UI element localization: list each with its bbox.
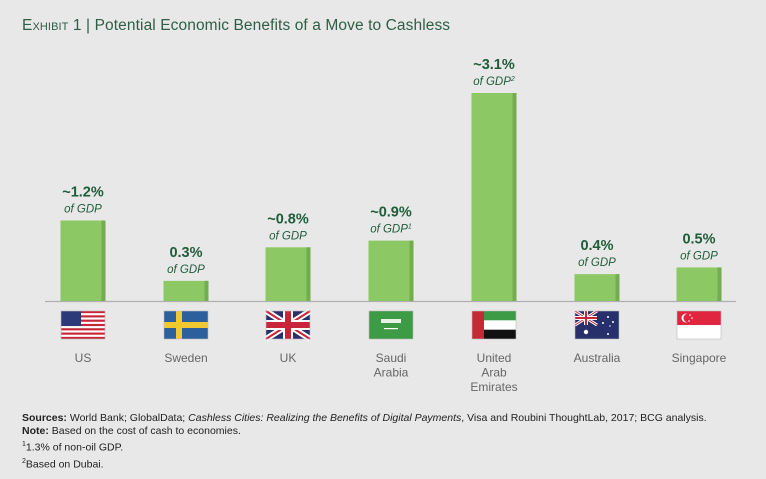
- category-label: Australia: [574, 351, 621, 365]
- bar-edge: [717, 267, 722, 301]
- uk-flag-icon: [264, 308, 312, 342]
- value-label: 0.4%: [580, 238, 613, 254]
- value-label: ~3.1%: [473, 57, 515, 73]
- category-label: US: [75, 351, 92, 365]
- singapore-flag-icon: [676, 310, 722, 340]
- bar-edge: [204, 280, 209, 301]
- value-label: 0.3%: [169, 245, 202, 261]
- chart-notes: Sources: World Bank; GlobalData; Cashles…: [22, 412, 707, 471]
- us-flag-icon: [60, 310, 106, 340]
- title-text: Potential Economic Benefits of a Move to…: [94, 17, 451, 34]
- sub-label: of GDP: [578, 257, 616, 269]
- bar-edge: [409, 240, 414, 301]
- sub-label: of GDP: [64, 203, 102, 215]
- bar-group: 0.3% of GDP Sweden: [163, 245, 209, 365]
- footnote-1-mark: 1: [22, 441, 26, 448]
- sub-label: of GDP2: [473, 76, 515, 88]
- value-label: ~1.2%: [62, 184, 104, 200]
- bar: [163, 280, 209, 301]
- sources-text-end: , Visa and Roubini ThoughtLab, 2017; BCG…: [461, 412, 707, 424]
- uae-flag-icon: [471, 310, 517, 340]
- australia-flag-icon: [574, 309, 620, 340]
- bar: [676, 267, 722, 301]
- footnote-1: 1.3% of non-oil GDP.: [25, 441, 124, 454]
- bar: [60, 220, 106, 301]
- sub-label: of GDP: [167, 264, 205, 276]
- sweden-flag-icon: [163, 310, 209, 340]
- chart-title: Exhibit 1 | Potential Economic Benefits …: [22, 17, 450, 35]
- bar-group: 0.5% of GDP Singapore: [672, 231, 727, 365]
- category-label: Arab: [481, 366, 507, 380]
- bar-group: 0.4% of GDP Australia: [574, 238, 621, 365]
- bar: [368, 240, 414, 301]
- category-label: United: [477, 351, 512, 365]
- value-label: 0.5%: [682, 231, 715, 247]
- sources-text: World Bank; GlobalData;: [69, 412, 186, 424]
- sub-label: of GDP: [680, 250, 718, 262]
- title-separator: |: [86, 17, 91, 34]
- footnote-2: Based on Dubai.: [25, 458, 104, 470]
- category-label: Emirates: [470, 380, 517, 394]
- category-label: Saudi: [376, 351, 407, 365]
- category-label: Sweden: [164, 351, 207, 365]
- note-label: Note:: [22, 425, 49, 437]
- bar: [471, 93, 517, 301]
- category-label: Singapore: [672, 351, 727, 365]
- footnote-mark: 1: [408, 224, 412, 231]
- bar-edge: [101, 220, 106, 301]
- bar-chart: ~1.2% of GDP US 0.3% of GDP Sweden ~0.8% of GDP…: [45, 57, 736, 394]
- category-label: Arabia: [374, 366, 409, 380]
- sub-label: of GDP: [269, 230, 307, 242]
- sub-label: of GDP1: [370, 224, 412, 236]
- footnote-2-mark: 2: [22, 457, 26, 465]
- exhibit-label: Exhibit 1: [22, 17, 82, 34]
- note-text: Based on the cost of cash to economies.: [51, 425, 241, 437]
- bar: [265, 247, 311, 301]
- category-label: UK: [280, 351, 297, 365]
- footnote-mark: 2: [510, 76, 515, 83]
- value-label: ~0.9%: [370, 205, 412, 221]
- saudi-arabia-flag-icon: [368, 310, 414, 340]
- bar: [574, 274, 620, 301]
- sources-label: Sources:: [22, 412, 67, 424]
- value-label: ~0.8%: [267, 211, 309, 227]
- bar-edge: [615, 274, 620, 301]
- bar-edge: [306, 247, 311, 301]
- bar-group: ~0.8% of GDP UK: [264, 211, 312, 365]
- bar-edge: [512, 93, 517, 301]
- bar-group: ~1.2% of GDP US: [60, 184, 106, 365]
- sources-title: Cashless Cities: Realizing the Benefits …: [188, 412, 462, 424]
